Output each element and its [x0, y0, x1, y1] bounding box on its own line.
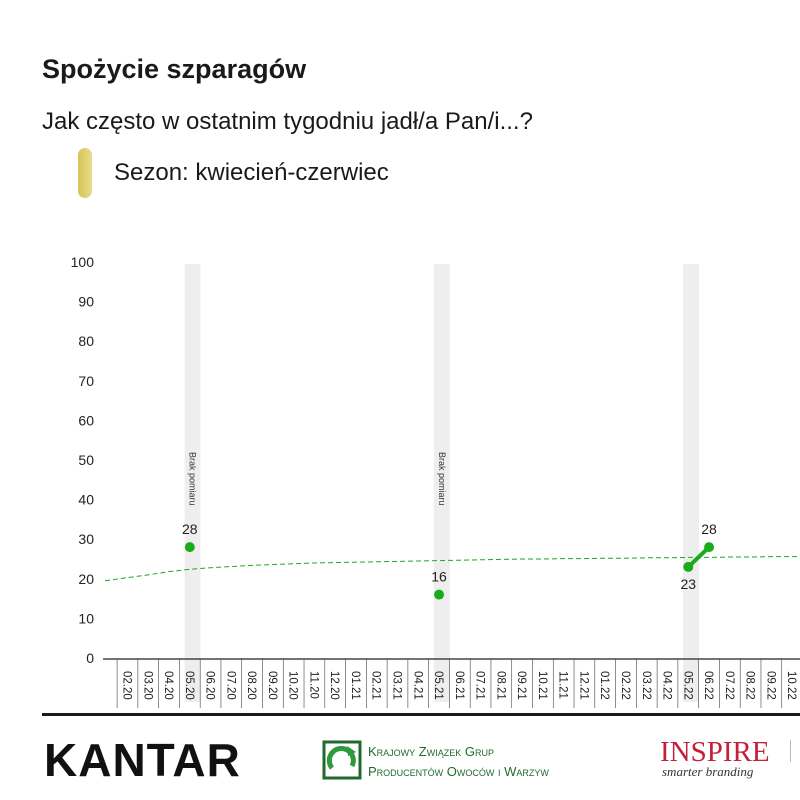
- x-tick-label: 12.20: [328, 671, 340, 700]
- gap-label: Brak pomiaru: [188, 452, 198, 506]
- inspire-tagline: smarter branding: [662, 764, 754, 779]
- footer-divider: [42, 713, 800, 716]
- y-tick-label: 0: [86, 650, 94, 666]
- kzg-name-line2: Producentów Owoców i Warzyw: [368, 764, 549, 779]
- kzg-logo-icon: [322, 740, 362, 780]
- data-point: [434, 589, 445, 600]
- season-label: Sezon: kwiecień-czerwiec: [114, 159, 389, 186]
- y-tick-label: 100: [71, 254, 95, 270]
- gap-label: Brak pomiaru: [437, 452, 447, 506]
- data-label: 23: [681, 576, 697, 592]
- chart-subtitle: Jak często w ostatnim tygodniu jadł/a Pa…: [42, 108, 533, 135]
- x-tick-label: 03.21: [391, 671, 403, 700]
- x-tick-label: 04.22: [661, 671, 673, 700]
- line-chart: Brak pomiaru Brak pomiaru 0 10 20 30 40 50 60 70 8…: [71, 254, 800, 708]
- y-tick-label: 60: [78, 412, 94, 428]
- x-tick-label: 09.22: [764, 671, 776, 700]
- x-tick-label: 11.21: [557, 671, 569, 699]
- kzg-name-line1: Krajowy Związek Grup: [368, 744, 494, 759]
- x-tick-label: 02.22: [619, 671, 631, 700]
- x-tick-label: 05.20: [183, 671, 195, 700]
- x-tick-label: 07.22: [723, 671, 735, 700]
- data-label: 16: [431, 569, 447, 585]
- y-tick-label: 10: [78, 610, 94, 626]
- y-tick-label: 40: [78, 492, 94, 508]
- data-label: 28: [701, 521, 717, 537]
- x-tick-label: 04.21: [411, 671, 423, 700]
- x-tick-label: 08.20: [245, 671, 257, 700]
- y-tick-label: 20: [78, 571, 94, 587]
- x-tick-label: 02.21: [370, 671, 382, 700]
- x-tick-label: 08.22: [744, 671, 756, 700]
- data-point: [683, 561, 694, 572]
- x-tick-label: 09.21: [515, 671, 527, 700]
- x-tick-label: 10.20: [287, 671, 299, 700]
- data-label: 28: [182, 521, 198, 537]
- x-tick-label: 01.22: [598, 671, 610, 700]
- x-tick-label: 02.20: [121, 671, 133, 700]
- x-tick-label: 05.21: [432, 671, 444, 700]
- data-point: [184, 542, 195, 553]
- gap-band: [683, 264, 700, 702]
- season-legend: Sezon: kwiecień-czerwiec: [78, 148, 389, 198]
- x-tick-label: 07.20: [224, 671, 236, 700]
- gap-band: [184, 264, 201, 702]
- x-tick-label: 10.21: [536, 671, 548, 700]
- x-tick-label: 07.21: [474, 671, 486, 700]
- trend-line: [104, 556, 800, 582]
- x-tick-label: 04.20: [162, 671, 174, 700]
- x-tick-label: 06.21: [453, 671, 465, 700]
- y-tick-label: 70: [78, 373, 94, 389]
- x-tick-label: 03.20: [141, 671, 153, 700]
- y-tick-label: 30: [78, 531, 94, 547]
- x-tick-label: 06.22: [702, 671, 714, 700]
- x-tick-label: 11.20: [307, 671, 319, 699]
- x-tick-label: 08.21: [494, 671, 506, 700]
- y-tick-label: 80: [78, 333, 94, 349]
- kzg-name: Krajowy Związek Grup Producentów Owoców …: [368, 742, 549, 782]
- x-tick-label: 06.20: [204, 671, 216, 700]
- x-tick-label: 10.22: [785, 671, 797, 700]
- inspire-logo: INSPIRE: [660, 736, 770, 768]
- chart-title: Spożycie szparagów: [42, 54, 307, 84]
- x-tick-label: 09.20: [266, 671, 278, 700]
- y-tick-label: 50: [78, 452, 94, 468]
- season-swatch: [78, 148, 92, 198]
- x-tick-label: 03.22: [640, 671, 652, 700]
- x-tick-label: 01.21: [349, 671, 361, 700]
- y-tick-label: 90: [78, 294, 94, 310]
- data-point: [704, 542, 715, 553]
- kantar-logo: KANTAR: [44, 734, 241, 786]
- x-tick-label: 05.22: [681, 671, 693, 700]
- partner-logo-edge: [790, 740, 800, 762]
- x-tick-label: 12.21: [577, 671, 589, 700]
